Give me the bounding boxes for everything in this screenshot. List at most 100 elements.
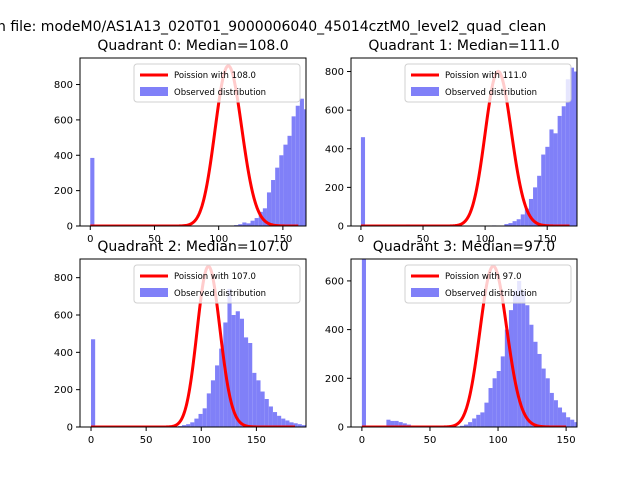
histogram-bar <box>627 214 631 226</box>
histogram-bar <box>488 388 493 427</box>
y-tick-label: 800 <box>54 273 73 284</box>
y-tick-label: 400 <box>325 325 344 336</box>
y-tick-label: 200 <box>325 183 344 194</box>
histogram-bar <box>541 154 546 226</box>
y-tick-label: 600 <box>54 311 73 322</box>
histogram-bar <box>293 423 298 427</box>
histogram-bar <box>524 208 529 226</box>
histogram-bar <box>635 220 639 226</box>
legend-patch-swatch <box>411 288 439 297</box>
histogram-bar <box>570 419 575 427</box>
histogram-bar <box>578 425 582 427</box>
legend-entry-observed: Observed distribution <box>174 289 266 299</box>
histogram-bar <box>512 221 517 226</box>
legend: Poission with 108.0 Observed distribution <box>133 63 301 103</box>
x-tick-label: 150 <box>538 234 557 245</box>
x-tick-label: 50 <box>148 234 161 245</box>
histogram-bar <box>582 426 586 427</box>
legend-entry-poisson: Poission with 108.0 <box>174 71 256 81</box>
histogram-bar <box>496 371 501 427</box>
histogram-bar <box>295 105 300 226</box>
histogram-bar <box>262 208 267 226</box>
histogram-bar <box>186 424 191 427</box>
plot-area <box>360 67 639 226</box>
histogram-bar <box>569 67 575 226</box>
poisson-curve <box>89 64 300 226</box>
y-tick-label: 200 <box>325 374 344 385</box>
x-tick-label: 0 <box>88 435 94 446</box>
histogram-bar <box>529 324 534 427</box>
subplot-title: Quadrant 0: Median=108.0 <box>97 38 288 54</box>
x-tick-label: 100 <box>488 435 507 446</box>
histogram-bar <box>243 337 249 427</box>
histogram-bar <box>198 413 203 427</box>
y-tick-label: 600 <box>325 106 344 117</box>
histogram-bar <box>520 214 525 226</box>
histogram-bar <box>235 311 240 427</box>
histogram-bar <box>246 223 251 226</box>
histogram-bar <box>90 157 95 226</box>
histogram-bar <box>553 133 558 226</box>
histogram-bar <box>279 155 284 226</box>
histogram-bar <box>557 115 562 226</box>
y-tick-label: 200 <box>54 385 73 396</box>
histogram-bar <box>623 209 627 226</box>
x-tick-label: 0 <box>87 234 93 245</box>
histogram-bar <box>504 329 509 427</box>
y-tick-label: 0 <box>67 423 73 434</box>
subplot-title: Quadrant 3: Median=97.0 <box>373 239 555 255</box>
histogram-bar <box>565 79 570 226</box>
histogram-bar <box>390 420 395 427</box>
y-tick-label: 600 <box>54 115 73 126</box>
legend: Poission with 107.0 Observed distribution <box>133 264 301 304</box>
plot-area <box>361 259 586 427</box>
histogram-bar <box>513 290 518 427</box>
legend-box <box>404 63 572 103</box>
x-tick-label: 150 <box>247 435 266 446</box>
histogram-bar <box>285 420 290 427</box>
histogram-bar <box>312 122 316 226</box>
histogram-bar <box>260 391 265 427</box>
histogram-bar <box>562 412 567 427</box>
histogram-bar <box>528 198 534 226</box>
histogram-bar <box>320 141 324 226</box>
histogram-bar <box>202 408 207 427</box>
histogram-bar <box>219 348 224 427</box>
histogram-bar <box>574 422 577 427</box>
histogram-bar <box>484 402 489 427</box>
histogram-bar <box>271 180 276 226</box>
histogram-bar <box>586 100 590 226</box>
histogram-bar <box>308 104 312 226</box>
y-tick-label: 800 <box>325 67 344 78</box>
histogram-bar <box>615 191 619 226</box>
poisson-curve <box>360 69 571 226</box>
y-tick-label: 400 <box>54 151 73 162</box>
histogram-bar <box>91 339 96 427</box>
legend-entry-poisson: Poission with 97.0 <box>445 272 522 282</box>
histogram-bar <box>277 415 282 427</box>
histogram-bar <box>508 310 514 427</box>
y-tick-label: 400 <box>54 348 73 359</box>
histogram-bar <box>557 407 563 427</box>
histogram-bar <box>345 208 349 226</box>
legend-patch-swatch <box>140 288 168 297</box>
histogram-bar <box>566 417 571 427</box>
histogram-bar <box>500 356 505 427</box>
x-tick-label: 0 <box>359 435 365 446</box>
legend-patch-swatch <box>411 87 439 96</box>
legend-entry-observed: Observed distribution <box>445 88 537 98</box>
histogram-bar <box>291 116 296 226</box>
subplot-0: Quadrant 0: Median=108.0 0 50 100 150 0 200 400… <box>54 38 349 245</box>
x-tick-label: 100 <box>192 435 211 446</box>
histogram-bar <box>301 425 306 427</box>
histogram-bar <box>361 259 366 427</box>
histogram-bar <box>310 426 314 427</box>
plot-area <box>89 64 349 226</box>
histogram-bar <box>248 343 253 427</box>
figure-suptitle: n file: modeM0/AS1A13_020T01_9000006040_… <box>0 19 546 35</box>
histogram-bar <box>517 280 522 427</box>
histogram-bar <box>329 164 333 226</box>
histogram-bar <box>631 218 635 226</box>
x-tick-label: 50 <box>424 435 437 446</box>
